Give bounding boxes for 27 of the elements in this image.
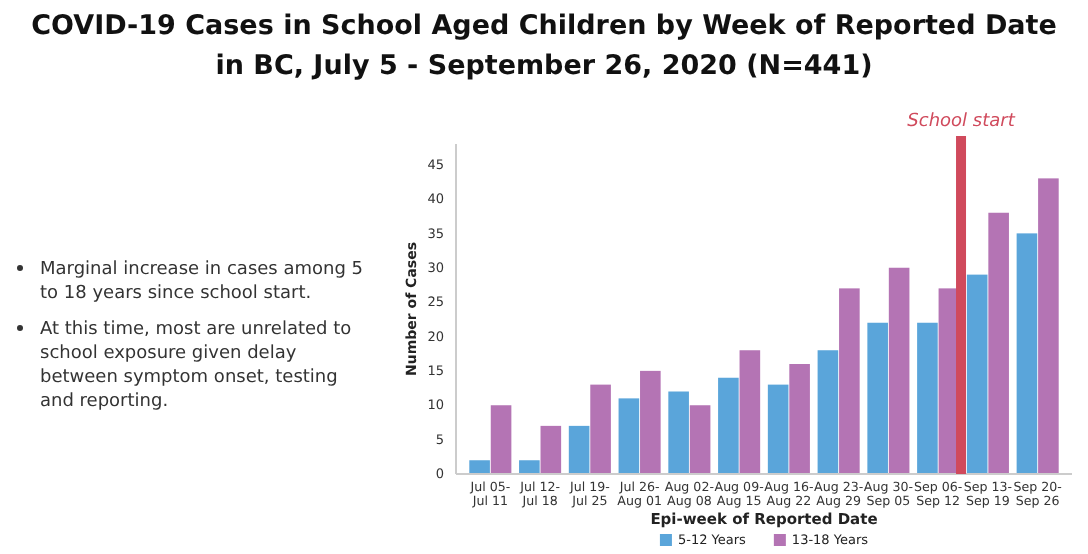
bar xyxy=(469,460,490,474)
bar xyxy=(1038,178,1059,474)
bar xyxy=(618,398,640,474)
bar xyxy=(917,322,938,474)
bar xyxy=(640,370,661,474)
text: Marginal increase in cases among 5 to 18 years since school start. xyxy=(40,260,364,304)
bar xyxy=(590,384,611,474)
bar xyxy=(867,322,888,474)
bar xyxy=(739,350,761,474)
bar xyxy=(718,377,739,474)
ref-line-label: School start xyxy=(907,112,1016,132)
bar xyxy=(839,288,860,474)
bar xyxy=(888,267,910,474)
bar xyxy=(568,425,590,474)
bar xyxy=(490,405,512,474)
bar xyxy=(767,384,789,474)
bar xyxy=(988,212,1009,474)
text: At this time, most are unrelated to school exposure given delay between symptom onset, testing and reporting. xyxy=(40,320,353,412)
chart-title: COVID-19 Cases in School Aged Children by Week of Reported Date in BC, July 5 - September 26, 2020 (N=441) xyxy=(31,10,1057,82)
bar xyxy=(1016,233,1038,474)
bar xyxy=(519,460,540,474)
bar xyxy=(966,274,988,474)
bar xyxy=(789,364,810,474)
bar xyxy=(817,350,839,474)
bar xyxy=(540,425,562,474)
bar xyxy=(689,405,711,474)
bar xyxy=(668,391,689,474)
